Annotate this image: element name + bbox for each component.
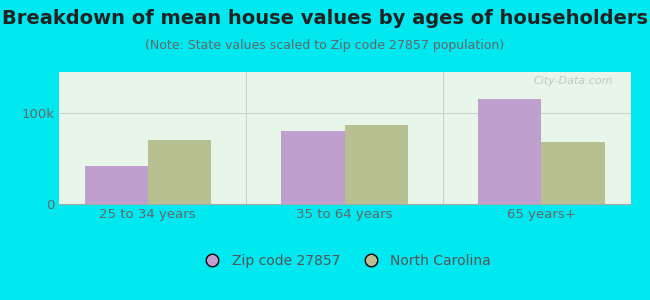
Legend: Zip code 27857, North Carolina: Zip code 27857, North Carolina [192,248,497,274]
Bar [344,125,408,204]
Text: Breakdown of mean house values by ages of householders: Breakdown of mean house values by ages o… [2,9,648,28]
Bar [478,99,541,204]
Text: City-Data.com: City-Data.com [534,76,614,86]
Bar [84,166,148,204]
Bar [281,131,344,204]
Text: (Note: State values scaled to Zip code 27857 population): (Note: State values scaled to Zip code 2… [146,39,504,52]
Bar [148,140,211,204]
Bar [541,142,604,204]
